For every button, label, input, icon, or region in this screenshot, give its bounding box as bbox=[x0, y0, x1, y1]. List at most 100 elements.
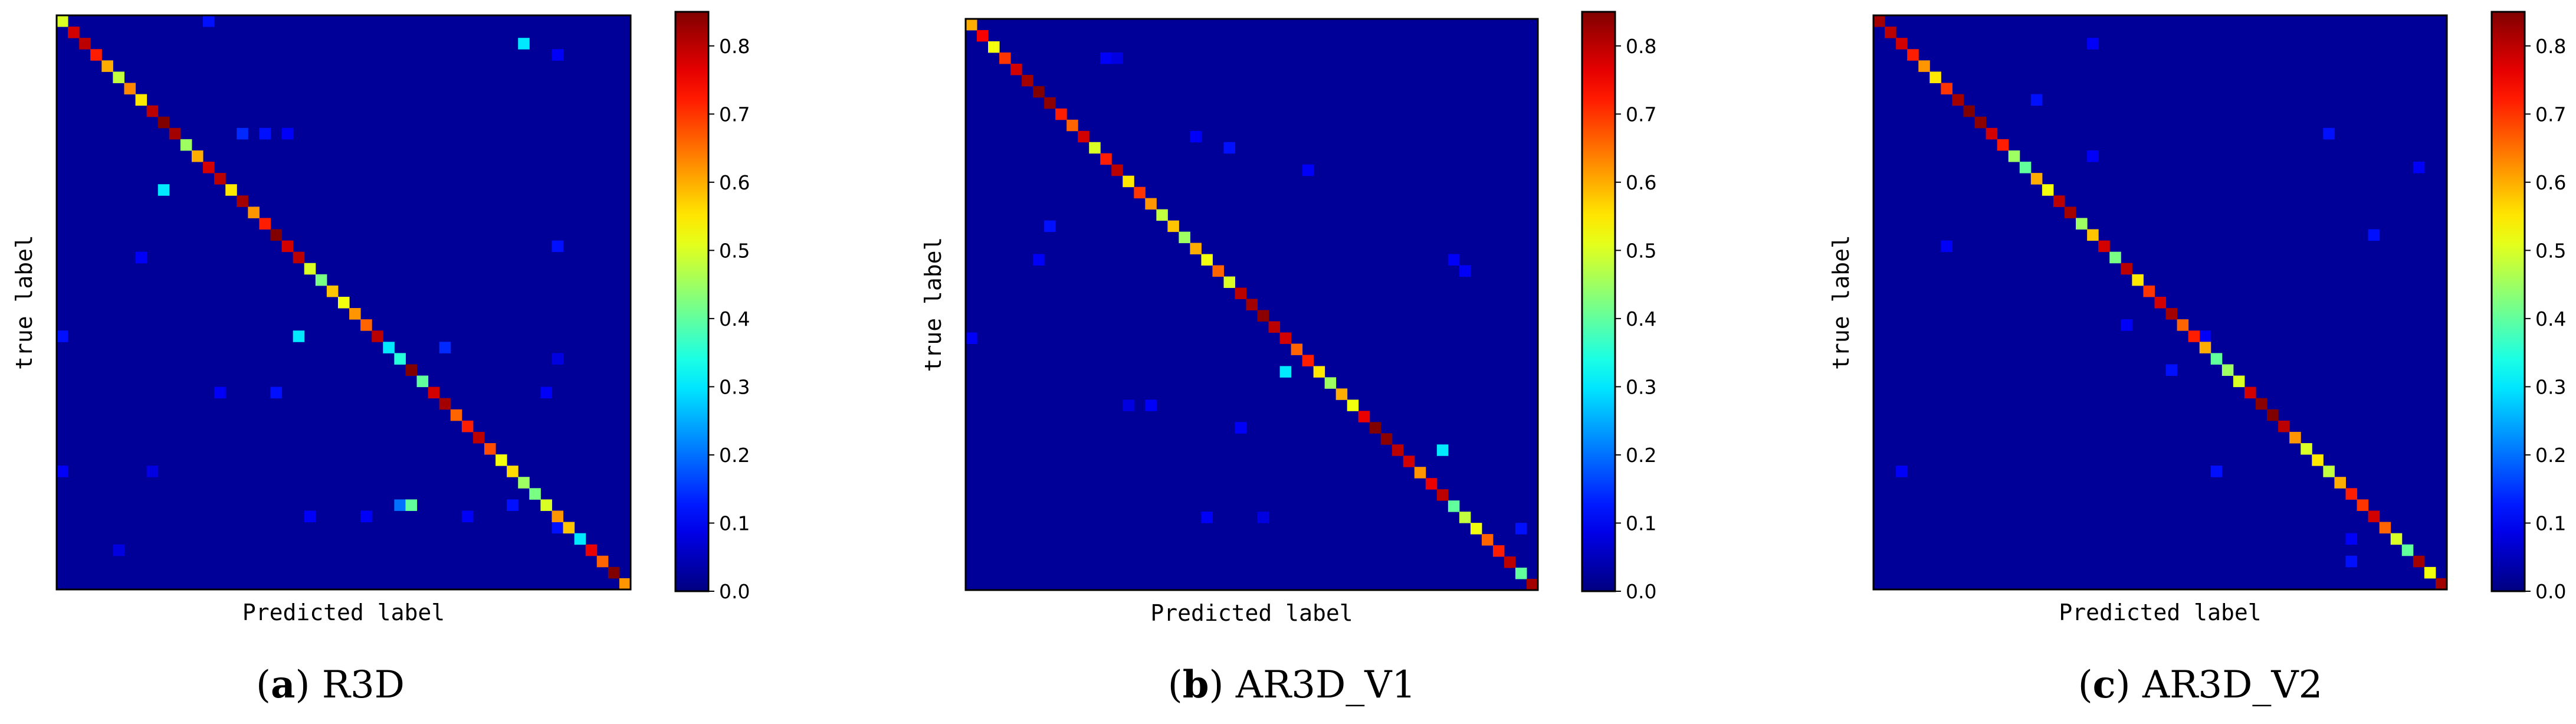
heatmap-diagonal-cell bbox=[304, 263, 316, 275]
heatmap-diagonal-cell bbox=[360, 319, 372, 331]
heatmap-diagonal-cell bbox=[2177, 319, 2189, 331]
panel-caption: (a) R3D bbox=[256, 663, 405, 707]
colorbar-tick-label: 0.5 bbox=[1626, 239, 1656, 262]
heatmap-diagonal-cell bbox=[1526, 579, 1538, 591]
colorbar-tick-label: 0.7 bbox=[719, 103, 750, 126]
heatmap-cell bbox=[2413, 162, 2425, 173]
heatmap-diagonal-cell bbox=[2424, 566, 2436, 579]
heatmap-cell bbox=[2345, 533, 2358, 545]
heatmap-diagonal-cell bbox=[1156, 209, 1168, 221]
heatmap-diagonal-cell bbox=[326, 285, 339, 297]
heatmap-diagonal-cell bbox=[405, 364, 418, 376]
colorbar-tick-label: 0.8 bbox=[2535, 35, 2566, 58]
heatmap-diagonal-cell bbox=[1425, 478, 1438, 490]
heatmap-diagonal-cell bbox=[79, 38, 91, 50]
heatmap-cell bbox=[552, 240, 564, 253]
heatmap-cell bbox=[113, 544, 124, 556]
caption-paren-close: ) bbox=[2116, 663, 2142, 707]
colorbar-bar bbox=[674, 11, 710, 592]
heatmap-diagonal-cell bbox=[349, 308, 361, 320]
heatmap-diagonal-cell bbox=[270, 229, 283, 241]
heatmap-diagonal-cell bbox=[1414, 467, 1426, 479]
heatmap-diagonal-cell bbox=[1167, 220, 1179, 232]
heatmap-diagonal-cell bbox=[259, 218, 271, 230]
heatmap-cell bbox=[203, 15, 215, 27]
heatmap-diagonal-cell bbox=[315, 274, 327, 286]
heatmap-cell bbox=[259, 127, 271, 140]
heatmap-diagonal-cell bbox=[1078, 130, 1090, 143]
heatmap-diagonal-cell bbox=[439, 398, 451, 410]
colorbar-tick-label: 0.1 bbox=[2535, 512, 2566, 535]
heatmap-diagonal-cell bbox=[461, 420, 474, 433]
heatmap-cell bbox=[1201, 512, 1213, 523]
heatmap-diagonal-cell bbox=[1279, 332, 1292, 344]
panel-caption: (b) AR3D_V1 bbox=[1168, 663, 1416, 707]
heatmap-cell bbox=[360, 510, 372, 523]
heatmap-diagonal-cell bbox=[191, 150, 204, 162]
heatmap-cell bbox=[1100, 52, 1112, 64]
colorbar-tick-label: 0.8 bbox=[719, 35, 750, 58]
heatmap-cell bbox=[1448, 254, 1460, 266]
heatmap-cell bbox=[1302, 164, 1314, 176]
heatmap-diagonal-cell bbox=[2435, 578, 2447, 590]
heatmap-frame bbox=[1872, 14, 2448, 591]
y-axis-label: true label bbox=[1828, 235, 1854, 370]
heatmap-diagonal-cell bbox=[2233, 375, 2245, 388]
heatmap-diagonal-cell bbox=[999, 52, 1011, 64]
heatmap-diagonal-cell bbox=[2053, 195, 2065, 207]
heatmap-diagonal-cell bbox=[2278, 420, 2290, 433]
heatmap-diagonal-cell bbox=[281, 240, 294, 253]
colorbar-tick-label: 0.6 bbox=[1626, 171, 1656, 194]
heatmap-frame bbox=[964, 18, 1539, 591]
heatmap-diagonal-cell bbox=[1963, 105, 1976, 117]
heatmap-cell bbox=[293, 330, 305, 342]
heatmap-diagonal-cell bbox=[135, 94, 147, 106]
heatmap-diagonal-cell bbox=[2256, 398, 2267, 410]
colorbar-tick-label: 0.5 bbox=[719, 239, 750, 262]
heatmap-cell bbox=[157, 184, 170, 196]
heatmap-cell bbox=[2210, 466, 2223, 477]
heatmap-diagonal-cell bbox=[1885, 27, 1896, 38]
heatmap-diagonal-cell bbox=[124, 83, 136, 95]
heatmap-diagonal-cell bbox=[988, 41, 1000, 53]
heatmap-diagonal-cell bbox=[2165, 308, 2178, 320]
colorbar-tick-label: 0.4 bbox=[1626, 307, 1656, 330]
heatmap-diagonal-cell bbox=[2368, 510, 2380, 523]
colorbar-bar bbox=[2490, 11, 2526, 592]
heatmap-diagonal-cell bbox=[1235, 287, 1246, 300]
heatmap-diagonal-cell bbox=[1302, 355, 1314, 366]
heatmap-cell bbox=[2199, 330, 2211, 342]
heatmap-cell bbox=[1459, 265, 1471, 277]
heatmap-cell bbox=[1235, 422, 1246, 434]
caption-paren-open: ( bbox=[1168, 663, 1183, 707]
colorbar-tick-label: 0.0 bbox=[2535, 580, 2566, 603]
heatmap-cell bbox=[1111, 52, 1123, 64]
heatmap-diagonal-cell bbox=[2289, 431, 2301, 444]
colorbar: 0.0 0.1 0.2 0.3 0.4 0.5 0.6 0.7 0.8 bbox=[1581, 11, 1656, 603]
heatmap-cell bbox=[507, 499, 519, 511]
colorbar-tick-label: 0.3 bbox=[1626, 375, 1656, 398]
heatmap-cell bbox=[135, 251, 147, 264]
caption-title: AR3D_V2 bbox=[2142, 663, 2322, 707]
heatmap-cell bbox=[1257, 512, 1269, 523]
colorbar-tick-label: 0.2 bbox=[1626, 444, 1656, 467]
heatmap-cell bbox=[2323, 127, 2335, 140]
heatmap-cell bbox=[518, 38, 530, 50]
heatmap-diagonal-cell bbox=[1380, 433, 1393, 445]
panel-a: Predicted label true label 0.0 0.1 0.2 0.3 0.4… bbox=[11, 11, 750, 707]
panel-c: Predicted label true label 0.0 0.1 0.2 0.3 0.4… bbox=[1828, 11, 2566, 707]
caption-title: AR3D_V1 bbox=[1235, 663, 1416, 707]
heatmap-cell bbox=[552, 353, 564, 365]
heatmap-diagonal-cell bbox=[2121, 263, 2132, 275]
heatmap-diagonal-cell bbox=[2098, 240, 2110, 253]
panel-caption: (c) AR3D_V2 bbox=[2078, 663, 2323, 707]
heatmap-diagonal-cell bbox=[1436, 489, 1449, 501]
heatmap-cell bbox=[1896, 466, 1908, 477]
heatmap-diagonal-cell bbox=[101, 60, 113, 72]
heatmap-diagonal-cell bbox=[1481, 534, 1494, 546]
heatmap-diagonal-cell bbox=[1291, 343, 1303, 355]
heatmap-diagonal-cell bbox=[518, 477, 530, 489]
heatmap-diagonal-cell bbox=[1918, 60, 1930, 72]
heatmap-diagonal-cell bbox=[1111, 164, 1123, 176]
